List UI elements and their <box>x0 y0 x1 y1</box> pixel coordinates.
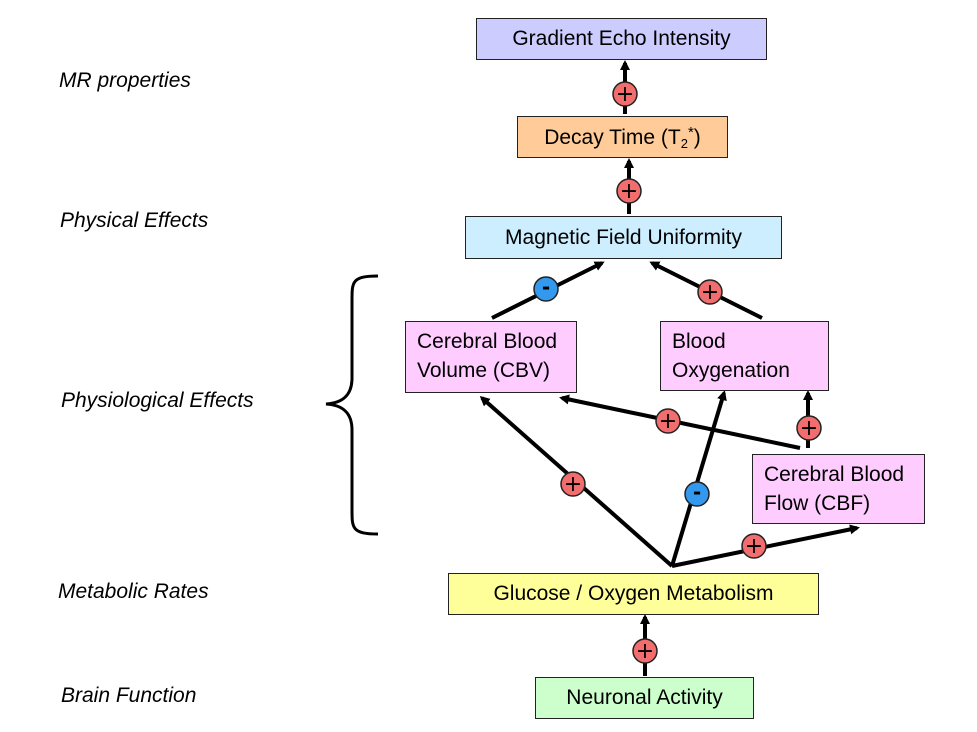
node-magnetic-label: Magnetic Field Uniformity <box>505 225 742 249</box>
svg-text:-: - <box>542 275 550 299</box>
edge-glucose-to-oxygenation <box>670 390 727 567</box>
node-decay-label: Decay Time (T2*) <box>544 123 701 151</box>
node-cerebral-blood-flow: Cerebral Blood Flow (CBF) <box>752 454 925 524</box>
svg-text:+: + <box>701 280 719 305</box>
sign-glucose-to-cbf: + <box>741 533 767 559</box>
sign-cbv-to-magnetic: - <box>533 275 559 302</box>
label-brain-function: Brain Function <box>61 684 197 707</box>
node-magnetic-field-uniformity: Magnetic Field Uniformity <box>465 216 782 259</box>
svg-text:+: + <box>636 639 654 664</box>
node-cerebral-blood-volume: Cerebral Blood Volume (CBV) <box>405 321 577 393</box>
node-glucose-oxygen-metabolism: Glucose / Oxygen Metabolism <box>448 573 819 615</box>
node-oxygenation-line-2: Oxygenation <box>672 359 790 382</box>
sign-decay-to-gradient: + <box>612 81 638 107</box>
node-cbf-line-1: Cerebral Blood <box>764 463 905 486</box>
node-decay-time: Decay Time (T2*) <box>517 116 728 158</box>
label-mr-properties: MR properties <box>59 69 191 92</box>
sign-cbf-to-oxygenation: + <box>796 415 822 441</box>
node-cbf-line-2: Flow (CBF) <box>764 492 871 515</box>
node-cbv-line-1: Cerebral Blood <box>417 330 558 353</box>
sign-glucose-to-oxygenation: - <box>684 480 710 507</box>
node-blood-oxygenation: Blood Oxygenation <box>660 321 829 391</box>
svg-text:+: + <box>620 179 638 204</box>
svg-text:+: + <box>564 472 582 497</box>
sign-cbf-to-cbv: + <box>655 408 681 434</box>
node-gradient-echo-intensity: Gradient Echo Intensity <box>476 18 767 60</box>
svg-text:+: + <box>745 534 763 559</box>
node-glucose-label: Glucose / Oxygen Metabolism <box>493 582 774 605</box>
label-physiological-effects: Physiological Effects <box>61 389 254 412</box>
node-cbv-line-2: Volume (CBV) <box>417 359 551 382</box>
svg-text:+: + <box>659 409 677 434</box>
node-neuronal-activity: Neuronal Activity <box>535 677 754 719</box>
label-metabolic-rates: Metabolic Rates <box>58 580 209 603</box>
svg-text:+: + <box>800 416 818 441</box>
svg-text:+: + <box>616 82 634 107</box>
node-gradient-label: Gradient Echo Intensity <box>512 27 731 50</box>
edge-cbf-to-cbv <box>559 394 801 450</box>
physiological-brace <box>325 274 379 536</box>
node-oxygenation-line-1: Blood <box>672 330 726 353</box>
svg-text:-: - <box>693 480 701 504</box>
sign-magnetic-to-decay: + <box>616 178 642 204</box>
sign-neuronal-to-glucose: + <box>632 638 658 664</box>
sign-glucose-to-cbv: + <box>560 471 586 497</box>
sign-oxygenation-to-magnetic: + <box>697 279 723 305</box>
label-physical-effects: Physical Effects <box>60 209 209 232</box>
node-neuronal-label: Neuronal Activity <box>566 686 723 709</box>
